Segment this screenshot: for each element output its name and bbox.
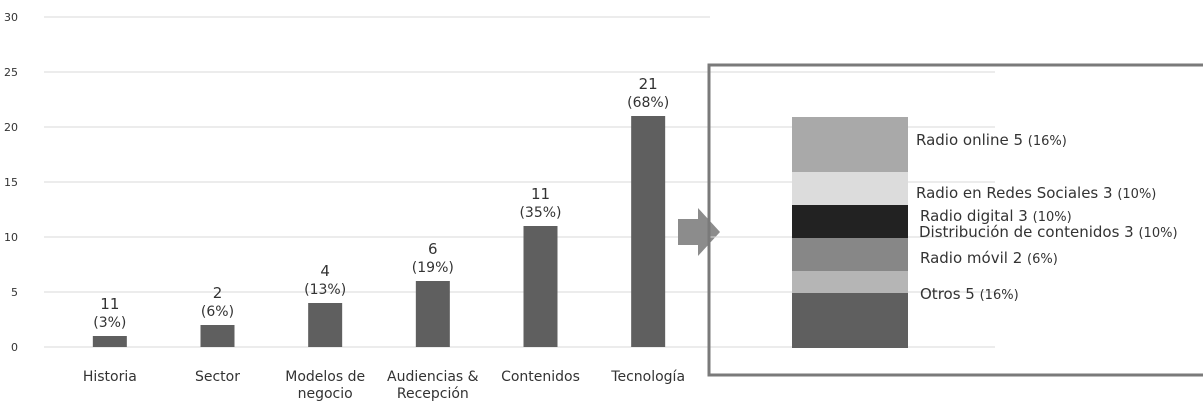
bar-value-label: 2: [213, 284, 223, 302]
stacked-segment: [792, 172, 908, 205]
x-tick-label: Sector: [195, 369, 240, 385]
y-tick-label: 25: [4, 66, 18, 79]
bar: [415, 281, 450, 347]
segment-label: Otros 5 (16%): [920, 285, 1019, 303]
segment-percent-text: (16%): [980, 288, 1019, 303]
bar-value-label: 11: [100, 295, 119, 313]
y-tick-label: 15: [4, 176, 18, 189]
y-tick-label: 30: [4, 11, 18, 24]
segment-label: Radio digital 3 (10%): [920, 207, 1072, 225]
x-tick-label: Audiencias &: [387, 369, 479, 385]
x-tick-label: Tecnología: [610, 369, 685, 385]
main-chart-bars: [92, 116, 666, 347]
bar-value-label: 4: [320, 262, 330, 280]
stacked-segment: [792, 238, 908, 271]
bar-percent-label: (6%): [201, 304, 234, 320]
stacked-segment: [792, 205, 908, 238]
segment-label: Radio móvil 2 (6%): [920, 249, 1058, 267]
bar: [631, 116, 666, 347]
x-tick-label: negocio: [298, 386, 353, 402]
y-tick-label: 10: [4, 231, 18, 244]
y-tick-label: 0: [11, 341, 18, 354]
y-tick-label: 5: [11, 286, 18, 299]
segment-count-text: Otros 5: [920, 285, 980, 303]
detail-chart-stacked-bar: [792, 117, 908, 348]
segment-label: Distribución de contenidos 3 (10%): [919, 223, 1178, 241]
segment-percent-text: (10%): [1138, 226, 1177, 241]
x-tick-label: Historia: [83, 369, 137, 385]
x-tick-label: Modelos de: [285, 369, 365, 385]
segment-count-text: Radio online 5: [916, 131, 1028, 149]
bar: [308, 303, 343, 347]
main-chart-data-labels: 11 (3%) 2 (6%) 4 (13%) 6 (19%) 11 (35%) 21 (68%): [93, 75, 669, 331]
segment-percent-text: (16%): [1028, 134, 1067, 149]
y-tick-label: 20: [4, 121, 18, 134]
segment-percent-text: (10%): [1033, 210, 1072, 225]
bar-percent-label: (35%): [519, 205, 561, 221]
bar: [92, 336, 127, 347]
main-chart-gridlines: [44, 16, 710, 348]
segment-percent-text: (10%): [1117, 187, 1156, 202]
bar-percent-label: (13%): [304, 282, 346, 298]
stacked-segment: [792, 293, 908, 348]
bar-value-label: 21: [639, 75, 658, 93]
bar: [523, 226, 558, 347]
segment-percent-text: (6%): [1027, 252, 1058, 267]
segment-count-text: Radio móvil 2: [920, 249, 1027, 267]
bar: [200, 325, 235, 347]
x-tick-label: Contenidos: [501, 369, 580, 385]
bar-value-label: 11: [531, 185, 550, 203]
stacked-segment: [792, 271, 908, 293]
detail-chart-frame: [707, 63, 1203, 377]
detail-chart-segment-labels: Otros 5 (16%) Radio móvil 2 (6%) Distribuc…: [916, 131, 1178, 303]
x-tick-label: Recepción: [397, 386, 469, 402]
stacked-segment: [792, 117, 908, 172]
bar-percent-label: (68%): [627, 95, 669, 111]
bar-percent-label: (3%): [93, 315, 126, 331]
segment-count-text: Radio en Redes Sociales 3: [916, 184, 1117, 202]
arrow-icon: [678, 208, 720, 256]
segment-label: Radio en Redes Sociales 3 (10%): [916, 184, 1156, 202]
segment-count-text: Radio digital 3: [920, 207, 1033, 225]
main-chart-y-axis: 0 5 10 15 20 25 30: [4, 11, 18, 354]
bar-value-label: 6: [428, 240, 438, 258]
segment-label: Radio online 5 (16%): [916, 131, 1067, 149]
segment-count-text: Distribución de contenidos 3: [919, 223, 1138, 241]
bar-percent-label: (19%): [412, 260, 454, 276]
